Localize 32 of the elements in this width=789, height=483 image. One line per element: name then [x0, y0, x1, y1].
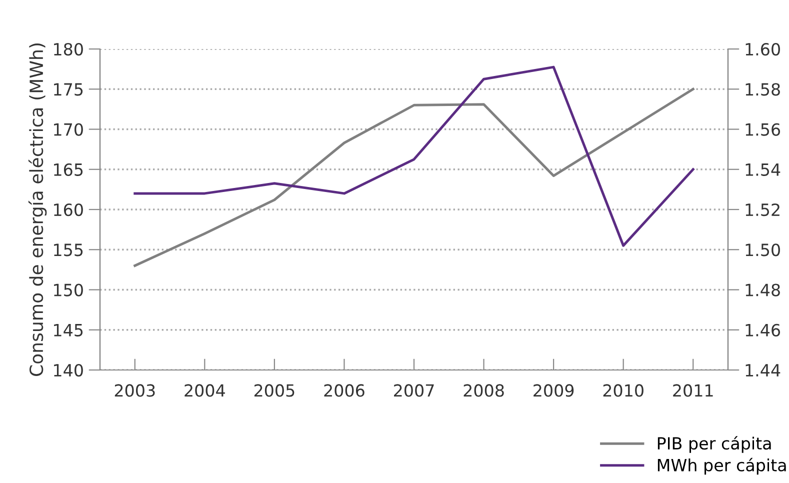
y2-tick-label: 1.54: [746, 164, 780, 176]
x-tick-label: 2004: [184, 384, 225, 397]
y-tick-label: 155: [54, 244, 83, 256]
y2-tick-label: 1.50: [746, 244, 780, 256]
y2-tick-label: 1.56: [746, 123, 780, 136]
x-tick-label: 2008: [464, 384, 504, 397]
x-tick-label: 2009: [534, 384, 574, 397]
y2-tick-label: 1.52: [746, 203, 780, 216]
y-tick-label: 175: [54, 83, 83, 96]
y-tick-label: 160: [54, 203, 83, 216]
y-tick-label: 165: [54, 163, 83, 176]
line-series: [134, 66, 694, 247]
y-tick-label: 150: [54, 284, 83, 296]
legend-label: PIB per cápita: [658, 436, 771, 453]
y-tick-label: 140: [54, 364, 83, 377]
x-tick-label: 2010: [603, 384, 644, 397]
line-series: [134, 88, 694, 267]
y-tick-label: 145: [54, 324, 83, 336]
x-tick-label: 2007: [394, 384, 434, 397]
y2-tick-label: 1.44: [746, 364, 780, 376]
x-tick-label: 2005: [254, 384, 294, 397]
y-tick-label: 170: [54, 123, 83, 136]
y2-tick-label: 1.60: [746, 42, 780, 56]
y2-tick-label: 1.58: [746, 83, 780, 96]
x-tick-label: 2011: [673, 384, 713, 397]
y-axis-title: Consumo de energía eléctrica (MWh): [28, 44, 47, 376]
y2-tick-label: 1.48: [746, 284, 780, 296]
y2-tick-label: 1.46: [746, 324, 780, 336]
x-tick-label: 2003: [114, 384, 155, 397]
legend-label: MWh per cápita: [658, 458, 786, 475]
y-tick-label: 180: [54, 42, 83, 56]
x-tick-label: 2006: [324, 384, 364, 397]
